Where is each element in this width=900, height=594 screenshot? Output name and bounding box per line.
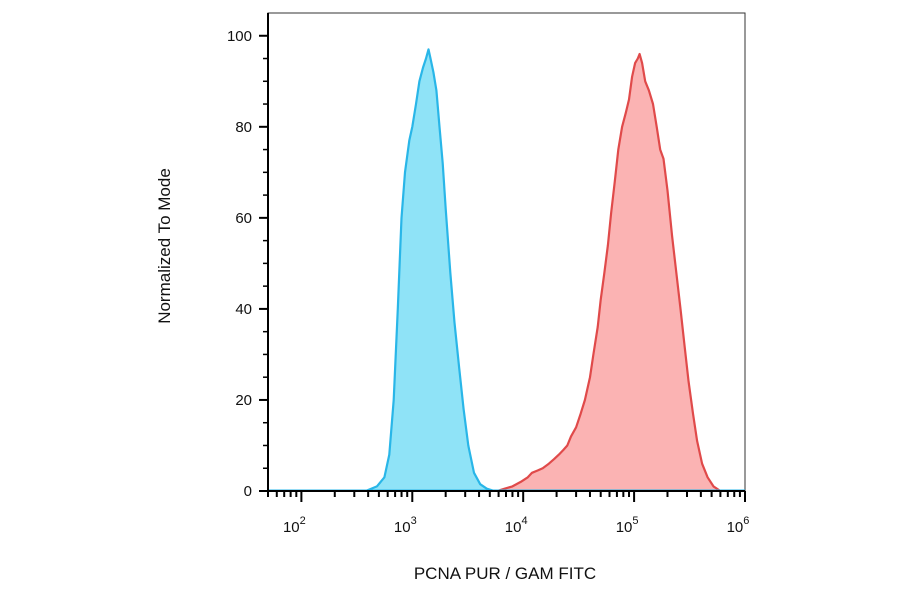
- y-axis-title: Normalized To Mode: [155, 168, 174, 324]
- y-tick-label: 0: [244, 483, 252, 500]
- series-layer: [268, 48, 745, 493]
- x-tick-exponent: 6: [743, 515, 749, 527]
- y-tick-label: 40: [235, 301, 252, 318]
- x-tick-exponent: 4: [521, 515, 527, 527]
- series-1-area: [497, 54, 721, 491]
- y-tick-label: 100: [227, 28, 252, 45]
- x-tick-label: 102: [283, 515, 306, 536]
- x-axis-title: PCNA PUR / GAM FITC: [414, 564, 596, 583]
- series-1-line: [496, 52, 722, 493]
- y-tick-label: 80: [235, 119, 252, 136]
- series-0-line: [365, 48, 495, 493]
- y-tick-label: 60: [235, 210, 252, 227]
- y-tick-label: 20: [235, 392, 252, 409]
- x-tick-base: 10: [283, 519, 300, 536]
- x-tick-exponent: 2: [300, 515, 306, 527]
- x-tick-exponent: 5: [632, 515, 638, 527]
- x-tick-label: 105: [616, 515, 639, 536]
- x-tick-base: 10: [505, 519, 522, 536]
- x-tick-base: 10: [616, 519, 633, 536]
- x-tick-exponent: 3: [411, 515, 417, 527]
- x-tick-label: 106: [727, 515, 750, 536]
- x-tick-label: 103: [394, 515, 417, 536]
- x-tick-base: 10: [394, 519, 411, 536]
- x-tick-label: 104: [505, 515, 528, 536]
- x-tick-base: 10: [727, 519, 744, 536]
- series-0-area: [365, 49, 495, 492]
